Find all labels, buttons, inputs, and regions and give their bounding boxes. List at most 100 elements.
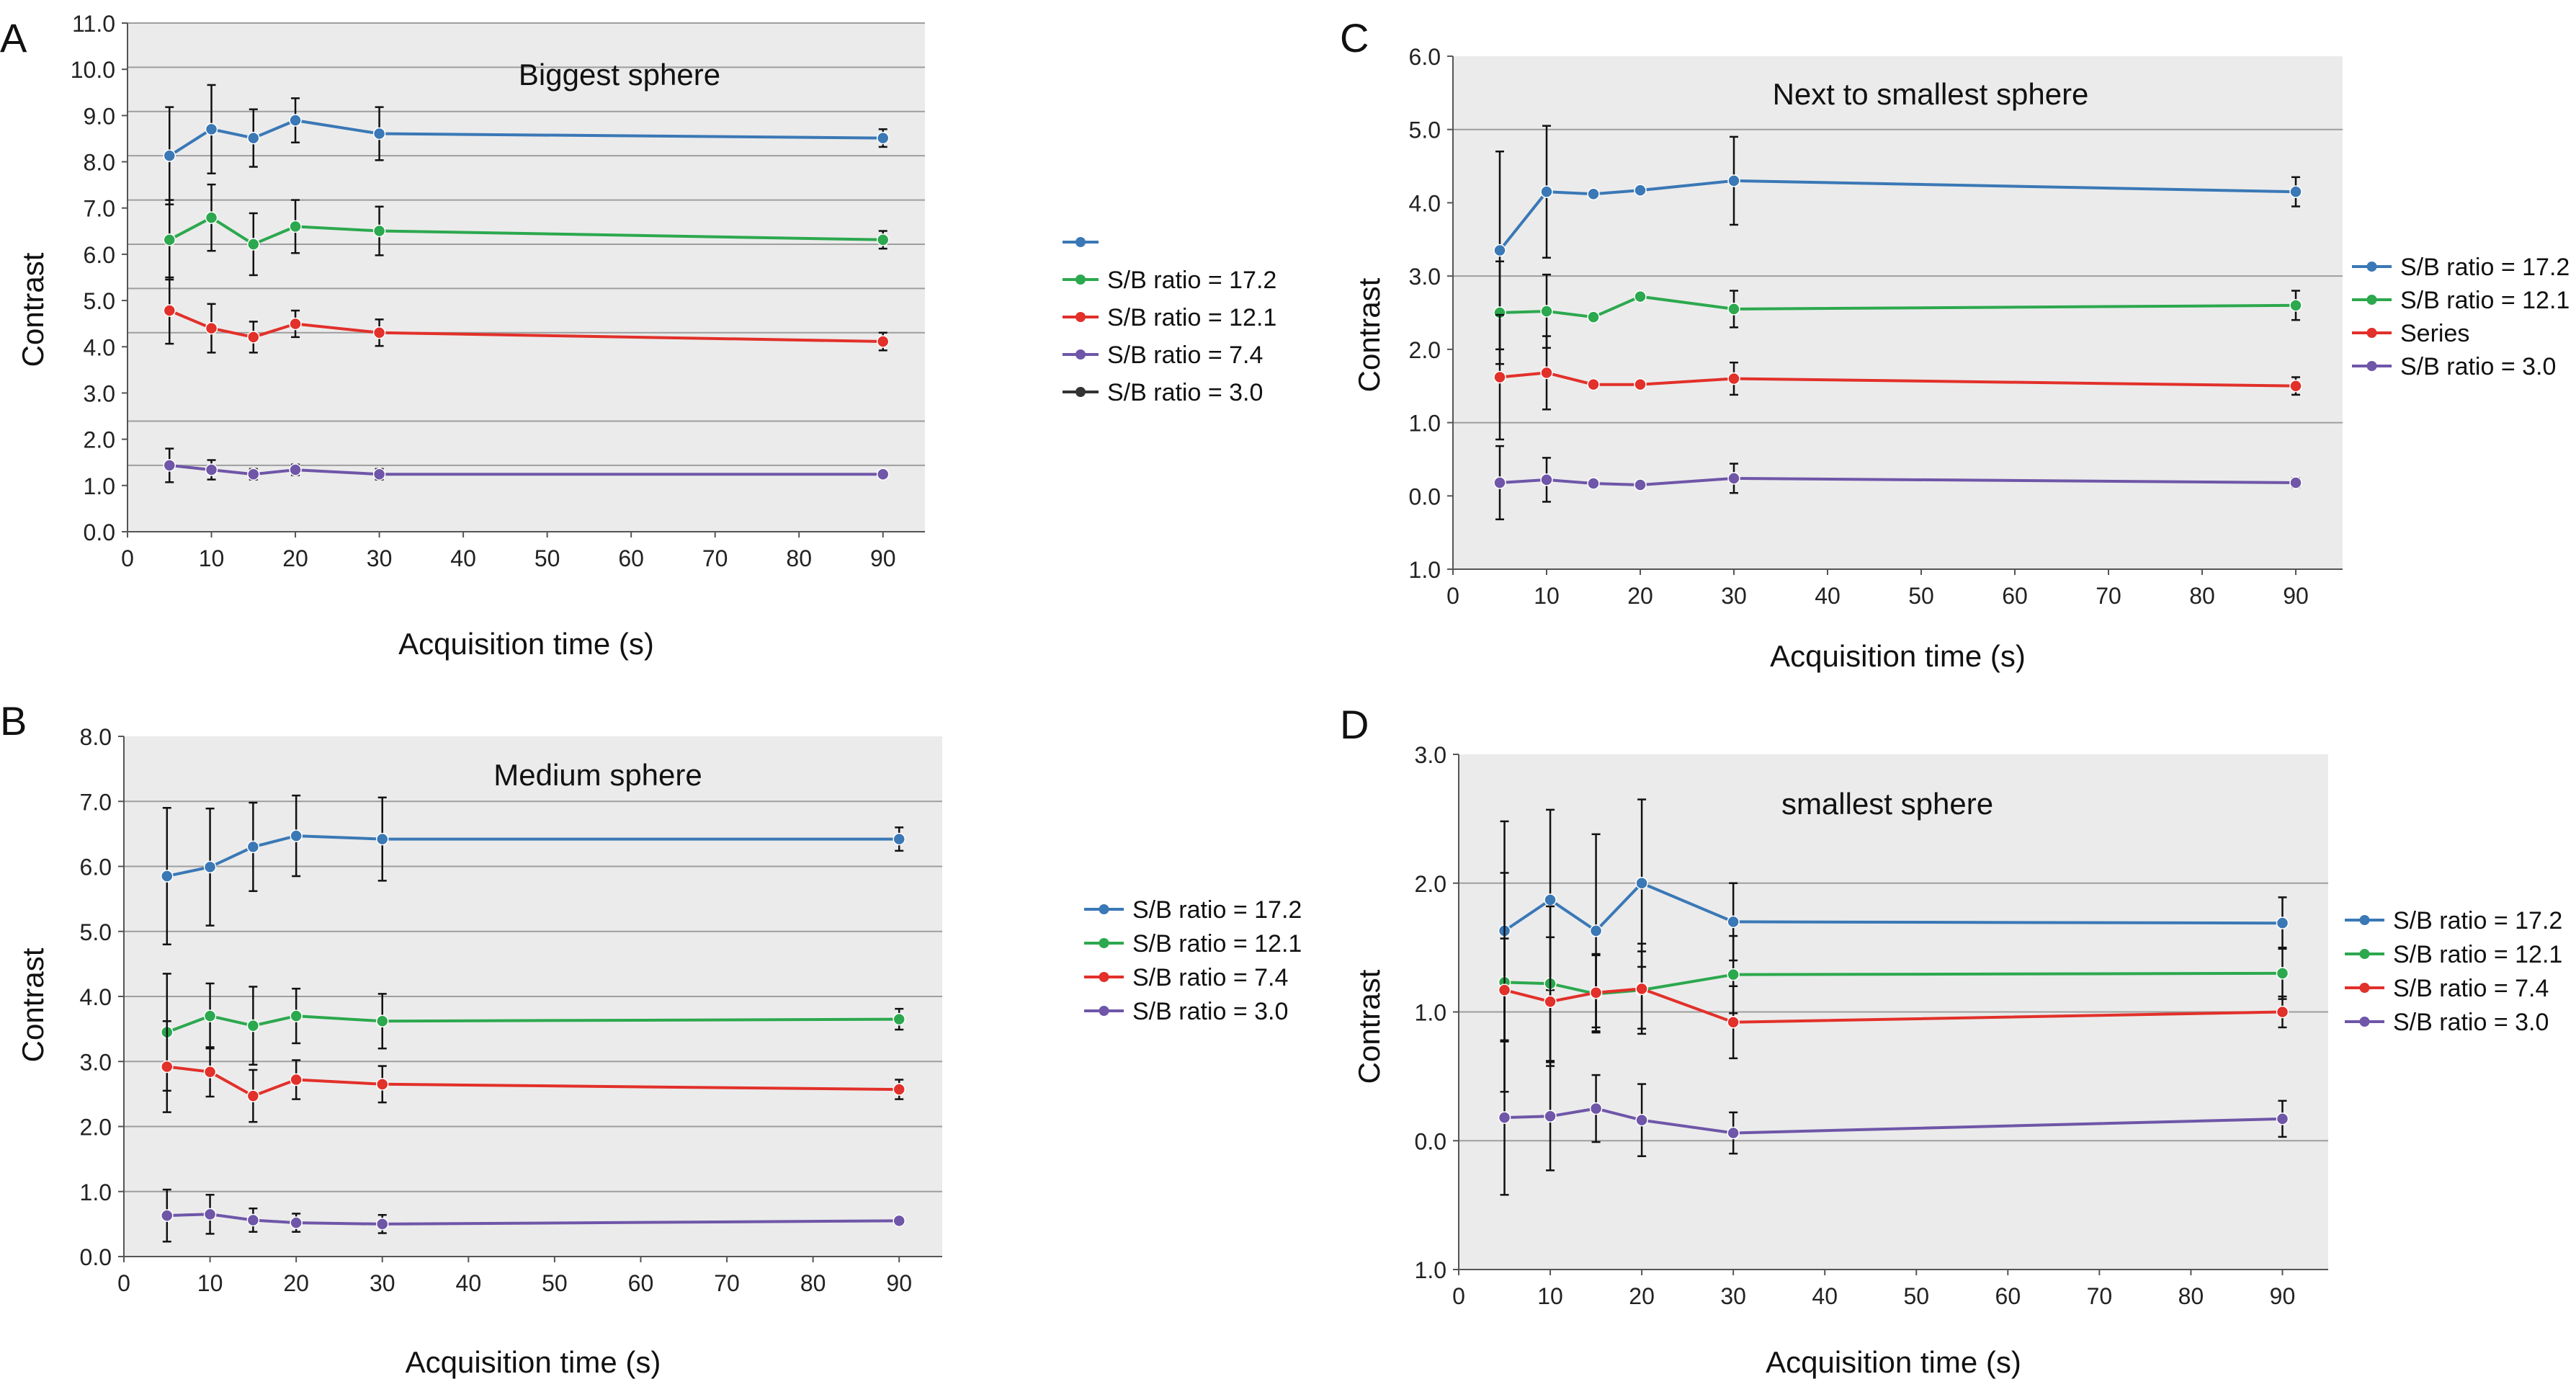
data-point	[290, 1216, 303, 1229]
series-line	[169, 463, 883, 476]
x-axis-label: Acquisition time (s)	[398, 627, 654, 661]
legend: S/B ratio = 17.2 S/B ratio = 12.1 S/B rati…	[2345, 907, 2562, 1036]
data-point	[163, 149, 176, 162]
series-4	[163, 447, 890, 483]
chart-title: Medium sphere	[493, 758, 702, 792]
data-point	[1540, 473, 1553, 486]
legend-swatch-marker	[1099, 972, 1109, 982]
x-tick-label: 80	[2189, 583, 2215, 609]
y-tick-label: 4.0	[84, 334, 115, 360]
data-point	[893, 1083, 905, 1096]
data-point	[372, 127, 386, 140]
data-point	[163, 304, 176, 317]
x-tick-label: 80	[786, 545, 812, 571]
data-point	[893, 1214, 905, 1228]
x-tick-label: 30	[1720, 1283, 1746, 1309]
data-point	[1587, 378, 1600, 391]
y-tick-label: 4.0	[1409, 190, 1441, 216]
legend-label: S/B ratio = 17.2	[1107, 267, 1276, 294]
x-axis-label: Acquisition time (s)	[1766, 1345, 2021, 1379]
series-2	[161, 973, 905, 1092]
data-point	[161, 870, 174, 883]
x-tick-label: 0	[121, 545, 134, 571]
x-tick-label: 40	[456, 1270, 482, 1296]
y-tick-label: 2.0	[80, 1115, 112, 1141]
series-1	[161, 794, 905, 946]
x-tick-label: 50	[535, 545, 560, 571]
legend: S/B ratio = 17.2 S/B ratio = 12.1 Series S/…	[2352, 254, 2570, 380]
legend-swatch-marker	[2359, 949, 2370, 959]
legend-label: S/B ratio = 7.4	[1107, 342, 1263, 369]
series-3	[163, 276, 890, 354]
data-point	[1589, 1102, 1603, 1115]
y-tick-label: 1.0	[1409, 411, 1441, 437]
legend-label: S/B ratio = 7.4	[2393, 975, 2549, 1002]
x-tick-label: 40	[1815, 583, 1841, 609]
x-tick-label: 10	[199, 545, 225, 571]
y-tick-label: 7.0	[80, 789, 112, 815]
x-tick-label: 70	[2096, 583, 2121, 609]
x-tick-label: 60	[2002, 583, 2028, 609]
y-axis-label: Contrast	[16, 947, 50, 1062]
x-tick-label: 60	[1995, 1283, 2021, 1309]
data-point	[1587, 477, 1600, 490]
legend-swatch-marker	[1075, 387, 1086, 397]
data-point	[1634, 184, 1647, 197]
x-tick-label: 70	[714, 1270, 740, 1296]
data-point	[289, 220, 302, 233]
data-point	[290, 829, 303, 842]
data-point	[161, 1060, 174, 1074]
x-tick-label: 0	[117, 1270, 130, 1296]
data-point	[2289, 476, 2302, 489]
data-point	[372, 468, 386, 481]
y-axis-label: Contrast	[16, 252, 50, 367]
chart-panel-b: B 0.0 1.0 2.0 3.0 4.0 5.0 6.0 7.0 8.0 0 10 20 30 40 50 6…	[0, 698, 1302, 1379]
data-point	[2276, 916, 2289, 929]
data-point	[205, 122, 218, 136]
series-line	[1499, 371, 2297, 388]
legend-swatch-marker	[2359, 915, 2370, 925]
data-point	[1727, 968, 1740, 981]
y-tick-label: 1.0	[1415, 1000, 1446, 1026]
x-tick-label: 90	[2270, 1283, 2296, 1309]
y-tick-label: 11.0	[72, 11, 115, 37]
data-point	[1727, 174, 1740, 187]
y-tick-label: 1.0	[80, 1179, 112, 1205]
data-point	[289, 463, 302, 476]
series-line	[169, 309, 883, 343]
data-point	[246, 1089, 260, 1102]
x-tick-label: 10	[1534, 583, 1560, 609]
legend-swatch-marker	[2359, 983, 2370, 993]
data-point	[2289, 185, 2302, 198]
data-point	[1727, 472, 1740, 485]
x-tick-label: 70	[702, 545, 728, 571]
panel-letter: A	[0, 15, 27, 61]
data-point	[1727, 1016, 1740, 1029]
data-point	[1635, 877, 1648, 890]
legend-label: S/B ratio = 12.1	[1132, 930, 1302, 958]
x-tick-label: 40	[450, 545, 476, 571]
series-3	[1493, 313, 2302, 441]
data-point	[203, 1208, 217, 1221]
legend-label: S/B ratio = 17.2	[2400, 254, 2570, 281]
series-4	[161, 1188, 905, 1243]
x-tick-label: 60	[618, 545, 644, 571]
legend-swatch-marker	[1099, 938, 1109, 948]
data-point	[1727, 372, 1740, 385]
data-point	[1634, 478, 1647, 491]
data-point	[372, 326, 386, 339]
plot-area	[1453, 56, 2343, 569]
y-tick-label: 6.0	[1409, 44, 1441, 70]
data-point	[203, 1065, 217, 1079]
y-tick-label: 10.0	[71, 57, 115, 83]
panel-letter: B	[0, 698, 27, 744]
y-tick-label: 1.0	[1415, 1257, 1446, 1283]
data-point	[375, 1078, 389, 1091]
legend-swatch-marker	[2366, 262, 2377, 272]
x-tick-label: 60	[628, 1270, 654, 1296]
data-point	[247, 331, 260, 344]
data-point	[1493, 244, 1506, 257]
series-3	[1498, 936, 2289, 1067]
legend-label: S/B ratio = 17.2	[2393, 907, 2562, 934]
